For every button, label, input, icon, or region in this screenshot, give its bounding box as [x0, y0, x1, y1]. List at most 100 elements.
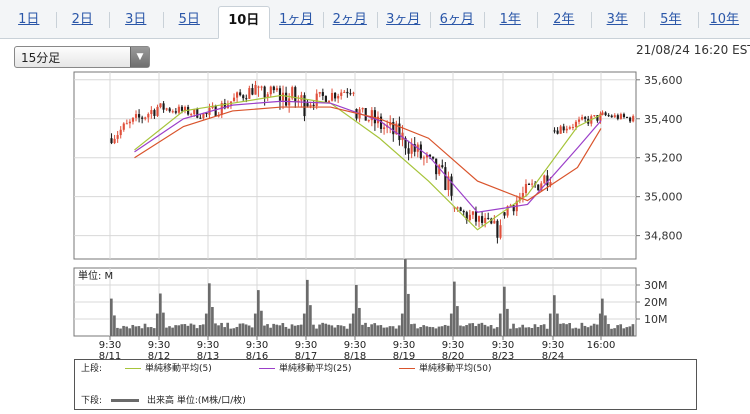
volume-bar	[428, 326, 432, 336]
candle-body	[254, 85, 257, 95]
volume-bar	[318, 324, 321, 336]
tab-10[interactable]: 1年	[499, 12, 521, 27]
tab-14[interactable]: 10年	[709, 12, 740, 27]
volume-bar	[287, 328, 291, 336]
x-tick-time-label: 9:30	[492, 340, 514, 351]
volume-bar	[351, 313, 355, 336]
volume-bar	[155, 313, 159, 336]
x-tick-date-label: 8/12	[148, 351, 170, 362]
volume-bar	[162, 312, 165, 336]
tab-3[interactable]: 3日	[125, 12, 147, 27]
x-tick-date-label: 8/13	[197, 351, 219, 362]
candle-body	[275, 88, 278, 91]
volume-bar	[113, 315, 116, 336]
volume-bar	[134, 326, 138, 336]
timestamp: 21/08/24 16:20 EST	[636, 43, 750, 57]
price-tick-label: 35,000	[644, 191, 683, 204]
candle-body	[392, 122, 395, 135]
tab-11[interactable]: 2年	[553, 12, 575, 27]
volume-bar	[165, 327, 168, 336]
candle-body	[324, 95, 327, 103]
tab-6[interactable]: 1ヶ月	[279, 12, 314, 27]
volume-bar	[521, 324, 525, 336]
tab-4[interactable]: 5日	[178, 12, 200, 27]
tab-5[interactable]: 10日	[218, 6, 270, 39]
candle-body	[334, 92, 337, 99]
legend-volume-label: 出来高 単位:(M株/口/枚)	[147, 396, 246, 406]
volume-bar	[116, 327, 119, 336]
candle-body	[281, 92, 285, 101]
x-tick-time-label: 16:00	[587, 340, 616, 351]
candle-body	[343, 91, 346, 93]
volume-bar	[198, 325, 202, 336]
chevron-down-icon[interactable]: ▼	[130, 47, 149, 67]
candle-body	[632, 116, 635, 122]
volume-bar	[568, 323, 571, 336]
volume-bar	[580, 322, 584, 336]
candle-body	[352, 92, 355, 94]
candle-body	[318, 92, 321, 94]
candle-body	[165, 108, 168, 110]
candle-body	[180, 106, 184, 111]
volume-bar	[226, 322, 230, 336]
tab-separator	[162, 12, 164, 28]
volume-bar	[140, 328, 144, 336]
tab-12[interactable]: 3年	[606, 12, 628, 27]
volume-bar	[183, 324, 187, 336]
volume-bar	[159, 293, 162, 336]
candle-body	[425, 154, 429, 158]
volume-bar	[110, 298, 113, 336]
volume-bar	[431, 327, 435, 336]
volume-bar	[327, 324, 331, 336]
volume-bar	[125, 326, 128, 336]
volume-bar	[385, 327, 389, 336]
volume-bar	[128, 328, 132, 336]
candle-body	[294, 87, 297, 102]
volume-bar	[269, 327, 272, 336]
volume-bar	[152, 328, 156, 336]
volume-bar	[462, 326, 465, 336]
candle-body	[398, 123, 401, 141]
tab-7[interactable]: 2ヶ月	[332, 12, 367, 27]
volume-bar	[498, 313, 502, 336]
tab-9[interactable]: 6ヶ月	[439, 12, 474, 27]
volume-bar	[515, 328, 518, 336]
candle-body	[537, 184, 540, 191]
candle-body	[596, 115, 599, 121]
volume-bar	[548, 313, 552, 336]
candle-body	[524, 183, 528, 194]
candle-body	[128, 121, 131, 124]
volume-bar	[272, 323, 275, 336]
candle-body	[131, 117, 135, 122]
volume-bar	[321, 322, 324, 336]
tab-8[interactable]: 3ヶ月	[386, 12, 421, 27]
legend-lower-label: 下段:	[81, 396, 103, 406]
volume-bar	[355, 285, 358, 336]
candle-body	[559, 126, 562, 134]
volume-bar	[492, 328, 496, 336]
volume-bar	[604, 315, 607, 336]
tab-13[interactable]: 5年	[660, 12, 682, 27]
candle-body	[306, 103, 309, 107]
x-tick-time-label: 9:30	[442, 340, 464, 351]
volume-bar	[483, 324, 487, 336]
tab-separator	[109, 12, 110, 28]
candle-body	[432, 156, 435, 159]
candle-body	[278, 88, 282, 101]
volume-bar	[290, 324, 294, 336]
volume-bar	[530, 327, 534, 336]
tab-2[interactable]: 2日	[71, 12, 93, 27]
volume-bar	[293, 325, 297, 336]
interval-select[interactable]: 15分足 ▼	[14, 46, 150, 68]
candle-body	[625, 117, 629, 119]
tab-1[interactable]: 1日	[18, 12, 40, 27]
volume-bar	[503, 286, 506, 336]
candle-body	[629, 117, 632, 122]
volume-bar	[204, 313, 208, 336]
candle-body	[364, 108, 367, 121]
candle-body	[462, 211, 465, 213]
x-tick-time-label: 9:30	[542, 340, 564, 351]
volume-bar	[416, 328, 419, 336]
candle-body	[150, 110, 153, 115]
